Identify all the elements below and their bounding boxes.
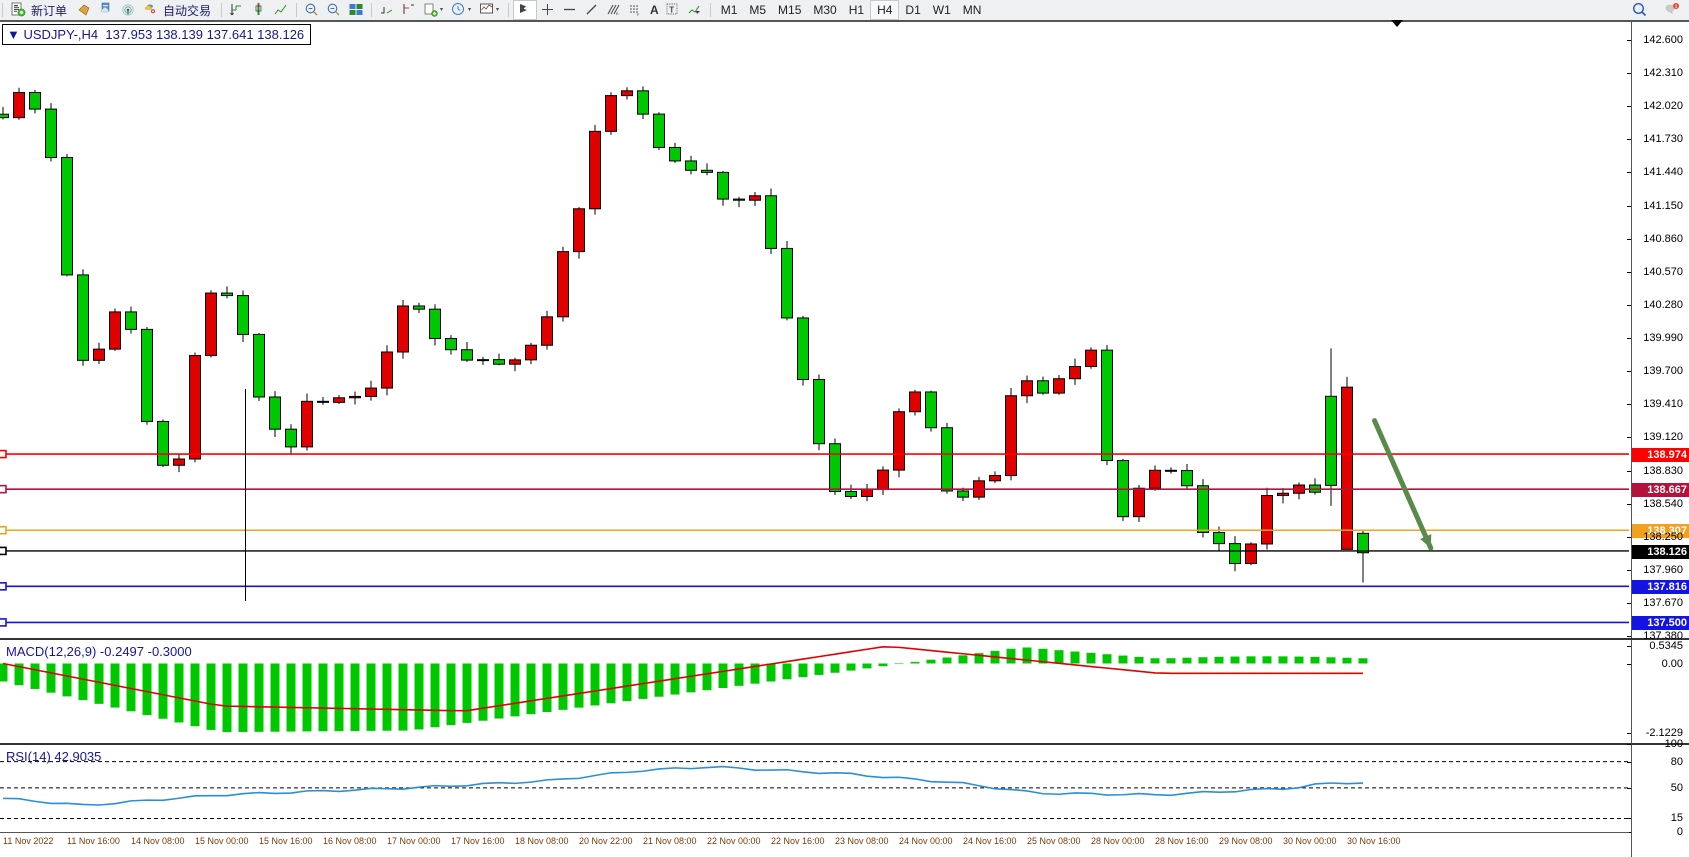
svg-text:E: E bbox=[616, 11, 619, 16]
svg-text:T: T bbox=[669, 6, 674, 15]
svg-text:F: F bbox=[637, 12, 640, 17]
